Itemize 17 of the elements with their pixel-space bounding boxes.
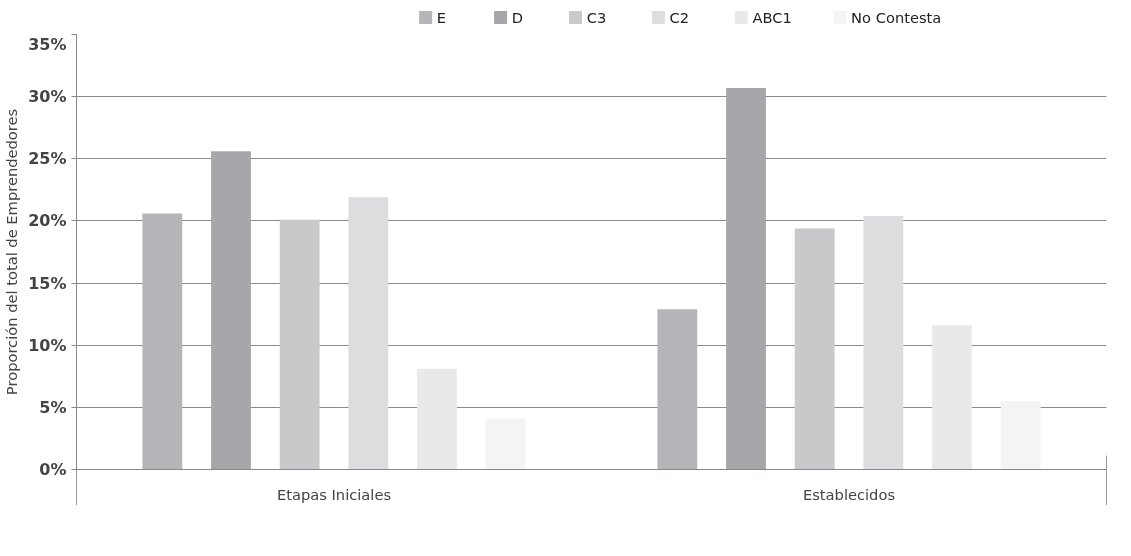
y-tick-label: 0% bbox=[39, 460, 67, 479]
y-tick-label: 20% bbox=[28, 211, 67, 231]
legend-label: ABC1 bbox=[752, 9, 792, 26]
y-tick-label: 5% bbox=[39, 397, 67, 417]
y-tick-label: 30% bbox=[28, 87, 67, 107]
y-tick-label: 10% bbox=[28, 335, 67, 355]
legend-label: D bbox=[511, 9, 524, 26]
legend-label: C3 bbox=[586, 9, 607, 26]
x-tick-label: Etapas Iniciales bbox=[276, 485, 392, 503]
legend-label: C2 bbox=[669, 9, 690, 26]
y-tick-label: 35% bbox=[28, 34, 67, 54]
y-tick-label: 15% bbox=[28, 273, 67, 293]
legend-label: E bbox=[436, 9, 447, 26]
x-tick-label: Establecidos bbox=[802, 485, 896, 503]
y-axis-title: Proporción del total de Emprendedores bbox=[3, 108, 21, 396]
y-tick-label: 25% bbox=[28, 149, 67, 169]
legend-label: No Contesta bbox=[851, 9, 942, 26]
